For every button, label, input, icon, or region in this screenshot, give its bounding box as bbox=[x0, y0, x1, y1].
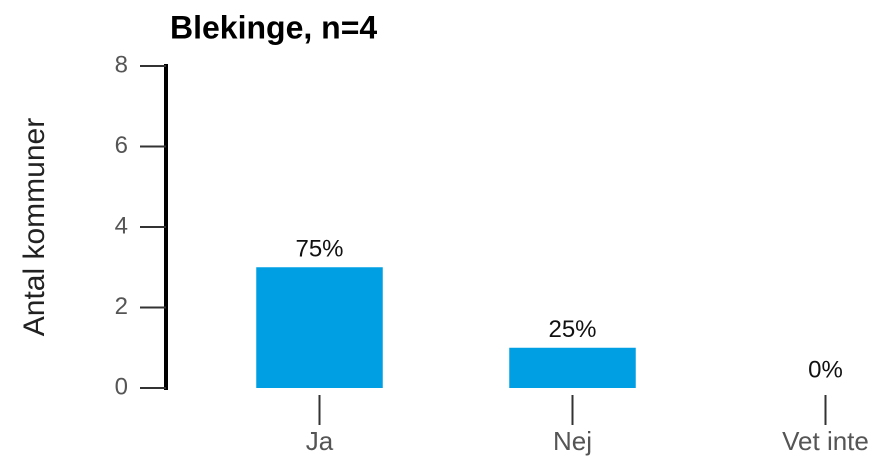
value-label: 25% bbox=[548, 316, 596, 343]
value-label: 75% bbox=[295, 236, 343, 263]
y-tick-label: 8 bbox=[115, 51, 128, 78]
bar bbox=[509, 347, 636, 388]
y-tick-label: 2 bbox=[115, 293, 128, 320]
value-label: 0% bbox=[808, 356, 843, 383]
bar bbox=[256, 267, 383, 388]
x-tick-label: Nej bbox=[553, 426, 592, 456]
y-axis-label: Antal kommuner bbox=[18, 118, 51, 336]
y-tick-label: 0 bbox=[115, 373, 128, 400]
y-tick-label: 6 bbox=[115, 132, 128, 159]
chart-title: Blekinge, n=4 bbox=[170, 9, 377, 45]
x-tick-label: Ja bbox=[306, 426, 334, 456]
x-tick-label: Vet inte bbox=[782, 426, 869, 456]
y-tick-label: 4 bbox=[115, 212, 128, 239]
